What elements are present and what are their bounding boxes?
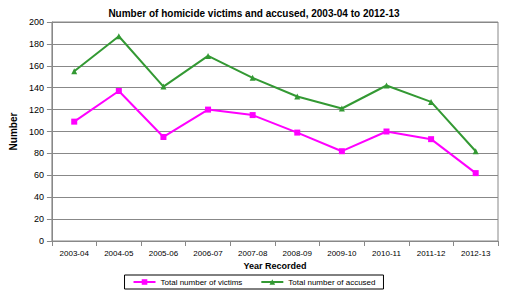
svg-text:40: 40 — [34, 192, 44, 202]
svg-text:2003-04: 2003-04 — [60, 249, 90, 258]
svg-text:140: 140 — [29, 83, 44, 93]
svg-text:80: 80 — [34, 148, 44, 158]
svg-text:2010-11: 2010-11 — [372, 249, 401, 258]
svg-text:2005-06: 2005-06 — [149, 249, 179, 258]
svg-text:2012-13: 2012-13 — [461, 249, 491, 258]
svg-text:120: 120 — [29, 105, 44, 115]
svg-text:Total number of victims: Total number of victims — [161, 278, 243, 287]
svg-text:Number of homicide victims and: Number of homicide victims and accused, … — [108, 8, 400, 19]
svg-text:2004-05: 2004-05 — [104, 249, 134, 258]
svg-text:2011-12: 2011-12 — [417, 249, 446, 258]
svg-text:200: 200 — [29, 17, 44, 27]
svg-text:0: 0 — [39, 236, 44, 246]
svg-text:60: 60 — [34, 170, 44, 180]
svg-text:Year Recorded: Year Recorded — [243, 261, 306, 271]
svg-text:2009-10: 2009-10 — [327, 249, 357, 258]
svg-text:2008-09: 2008-09 — [283, 249, 313, 258]
svg-text:100: 100 — [29, 127, 44, 137]
svg-text:Total number of accused: Total number of accused — [288, 278, 375, 287]
svg-text:2006-07: 2006-07 — [193, 249, 223, 258]
svg-text:160: 160 — [29, 61, 44, 71]
svg-text:2007-08: 2007-08 — [238, 249, 268, 258]
svg-text:Number: Number — [8, 113, 19, 151]
svg-text:20: 20 — [34, 214, 44, 224]
svg-text:180: 180 — [29, 39, 44, 49]
